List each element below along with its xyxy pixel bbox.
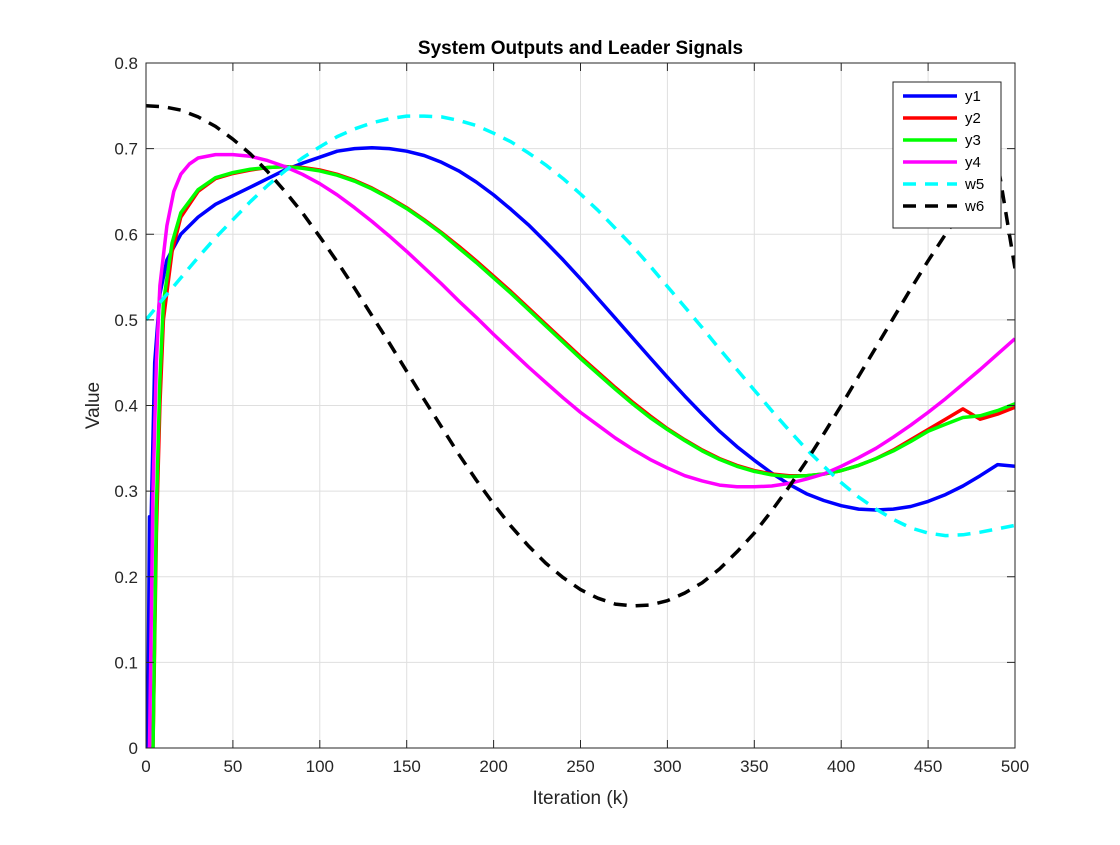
chart-title: System Outputs and Leader Signals	[418, 38, 743, 59]
y-axis-label: Value	[83, 382, 104, 429]
y-tick-label: 0.5	[114, 311, 138, 330]
y-tick-label: 0.1	[114, 653, 138, 672]
legend-label-y3: y3	[965, 132, 981, 149]
legend-label-y2: y2	[965, 110, 981, 127]
tick-layer: 0 50 100 150 200 250 300 350 400 450 500 0 0.1 0.2 0.3…	[114, 54, 1029, 776]
legend-label-w5: w5	[964, 176, 984, 193]
x-axis-label: Iteration (k)	[532, 788, 628, 809]
legend-label-y1: y1	[965, 88, 981, 105]
x-tick-label: 200	[479, 757, 507, 776]
legend: y1 y2 y3 y4 w5 w6	[892, 81, 1002, 229]
series-line-w5	[146, 114, 1015, 538]
series-line-w6	[146, 104, 1015, 608]
y-tick-label: 0.2	[114, 568, 138, 587]
y-tick-label: 0.7	[114, 140, 138, 159]
x-tick-label: 300	[653, 757, 681, 776]
series-line-y4	[147, 152, 1015, 748]
x-tick-label: 400	[827, 757, 855, 776]
y-tick-label: 0.6	[114, 225, 138, 244]
series-line-y1	[146, 146, 1015, 748]
legend-box	[892, 81, 1002, 229]
series-layer	[146, 104, 1015, 748]
plot-area: 0 50 100 150 200 250 300 350 400 450 500 0 0.1 0.2 0.3…	[114, 54, 1029, 776]
y-tick-label: 0.8	[114, 54, 138, 73]
x-tick-label: 250	[566, 757, 594, 776]
x-tick-label: 0	[141, 757, 150, 776]
legend-label-w6: w6	[964, 198, 984, 215]
x-tick-label: 150	[393, 757, 421, 776]
y-tick-label: 0.3	[114, 482, 138, 501]
legend-label-y4: y4	[965, 154, 981, 171]
x-tick-label: 50	[223, 757, 242, 776]
x-tick-label: 350	[740, 757, 768, 776]
x-tick-label: 500	[1001, 757, 1029, 776]
series-line-y3	[149, 164, 1015, 748]
y-tick-label: 0.4	[114, 397, 138, 416]
x-tick-label: 450	[914, 757, 942, 776]
y-tick-label: 0	[129, 739, 138, 758]
x-tick-label: 100	[306, 757, 334, 776]
